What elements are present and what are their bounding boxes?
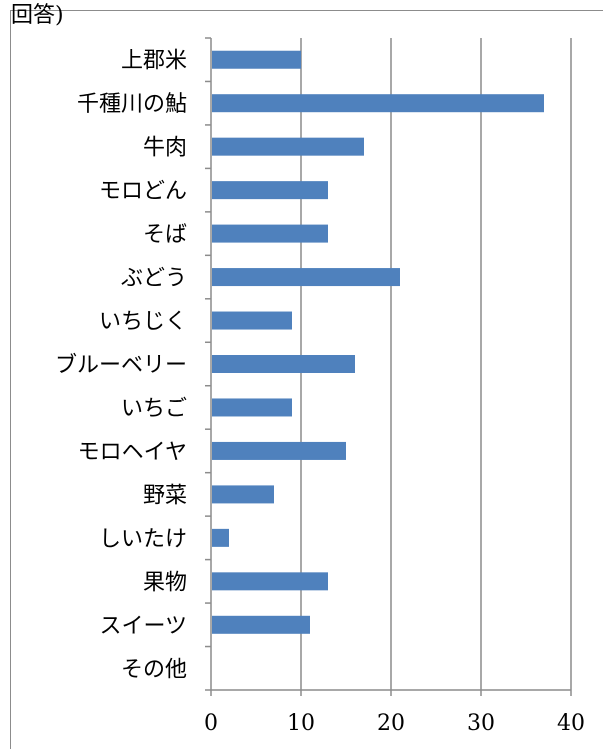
- category-label-8: いちご: [121, 396, 187, 421]
- bar-5: [212, 268, 400, 287]
- x-tick-label-20: 20: [377, 711, 405, 736]
- category-labels: 上郡米千種川の鮎牛肉モロどんそばぶどういちじくブルーベリーいちごモロヘイヤ野菜し…: [55, 49, 187, 683]
- category-label-7: ブルーベリー: [55, 353, 187, 378]
- category-label-13: スイーツ: [99, 614, 187, 639]
- category-label-5: ぶどう: [121, 266, 187, 291]
- category-label-12: 果物: [143, 570, 187, 595]
- category-label-10: 野菜: [143, 483, 187, 508]
- bar-7: [212, 355, 355, 373]
- x-tick-label-0: 0: [204, 711, 218, 736]
- bar-6: [212, 311, 292, 330]
- bar-9: [212, 441, 346, 460]
- bar-13: [212, 615, 310, 634]
- category-label-6: いちじく: [99, 310, 187, 335]
- bar-12: [212, 572, 328, 591]
- category-label-3: モロどん: [99, 179, 187, 204]
- category-label-11: しいたけ: [99, 527, 187, 552]
- bar-10: [212, 485, 274, 504]
- x-tick-labels: 0 10 20 30 40: [204, 711, 585, 736]
- bar-8: [212, 398, 292, 417]
- bar-4: [212, 224, 328, 243]
- x-tick-label-10: 10: [287, 711, 315, 736]
- category-label-0: 上郡米: [121, 49, 187, 74]
- chart-frame: 回答): [10, 3, 603, 749]
- bar-2: [212, 137, 364, 156]
- category-label-9: モロヘイヤ: [78, 440, 187, 465]
- x-tick-label-40: 40: [557, 711, 585, 736]
- x-tick-label-30: 30: [467, 711, 495, 736]
- axes: [205, 37, 572, 696]
- category-label-1: 千種川の鮎: [77, 92, 187, 117]
- category-label-4: そば: [143, 223, 187, 248]
- bars: [212, 50, 544, 634]
- bar-0: [212, 50, 301, 69]
- category-label-14: その他: [121, 657, 187, 682]
- bar-11: [212, 528, 229, 547]
- clipped-heading-text: 回答): [11, 3, 64, 28]
- category-label-2: 牛肉: [143, 136, 187, 161]
- bar-1: [212, 94, 544, 113]
- bar-3: [212, 181, 328, 200]
